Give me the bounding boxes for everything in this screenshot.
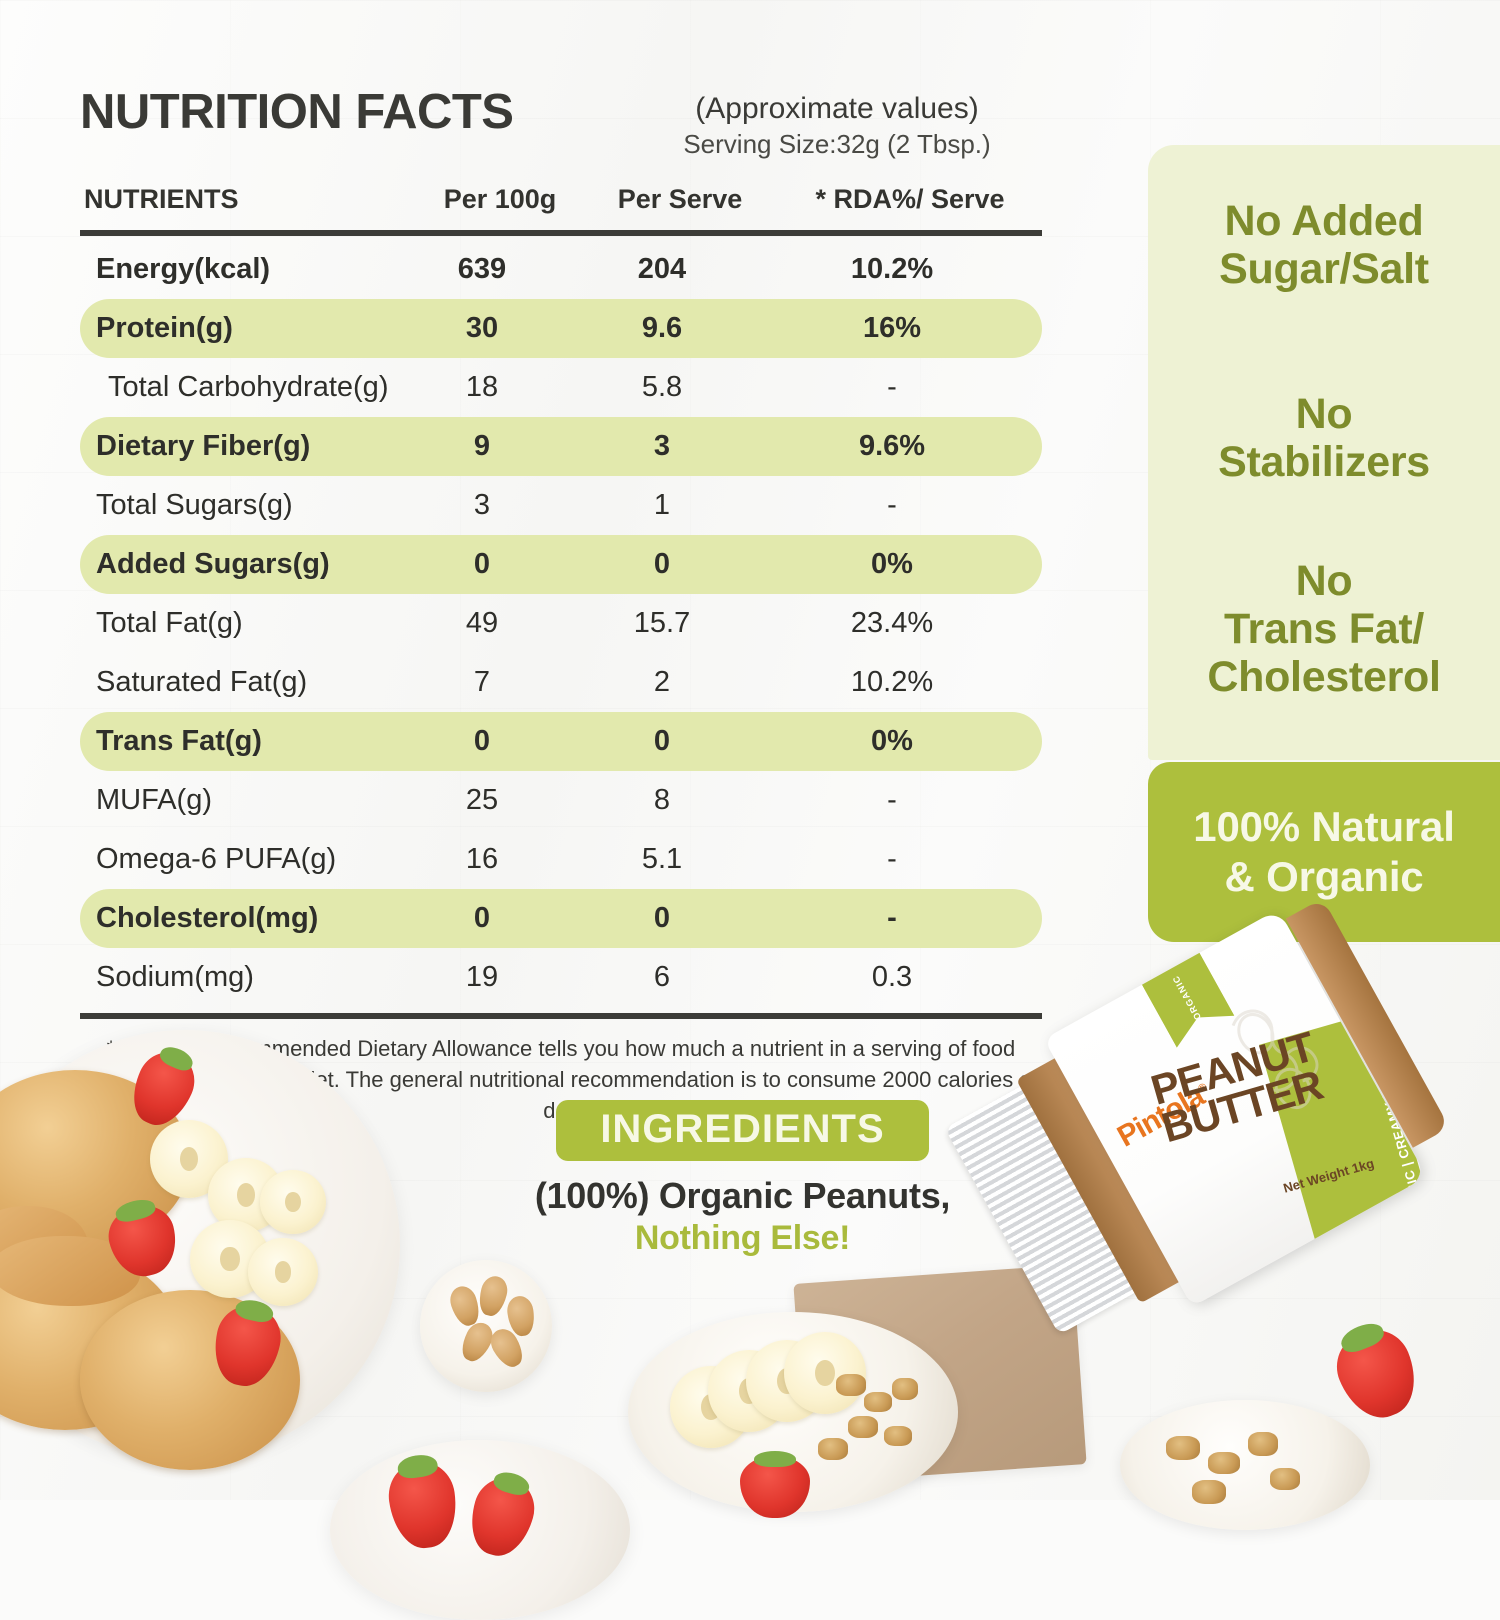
table-row: Total Carbohydrate(g) 18 5.8 - bbox=[80, 358, 1042, 417]
product-jar: ORGANIC | CREAMY | UNSWEETENED ORGANIC P… bbox=[913, 883, 1498, 1468]
nutrient-label: Protein(g) bbox=[96, 312, 233, 344]
value-per-100g: 7 bbox=[473, 666, 491, 698]
ingredients-badge: INGREDIENTS bbox=[556, 1100, 929, 1161]
serving-size-note: Serving Size:32g (2 Tbsp.) bbox=[683, 128, 991, 159]
table-row: Total Sugars(g) 3 1 - bbox=[80, 476, 1042, 535]
value-per-100g: 16 bbox=[465, 843, 499, 875]
value-per-serve: 6 bbox=[653, 961, 671, 993]
value-per-serve: 0 bbox=[653, 725, 671, 757]
jar-organic-flag-label: ORGANIC bbox=[1170, 973, 1204, 1022]
value-per-serve: 1 bbox=[653, 489, 671, 521]
peanut-illustration bbox=[1231, 1009, 1319, 1110]
table-footer-rule bbox=[80, 1013, 1042, 1019]
value-rda: - bbox=[887, 784, 897, 816]
value-per-100g: 3 bbox=[473, 489, 491, 521]
value-per-serve: 0 bbox=[653, 902, 671, 934]
column-header-per-serve: Per Serve bbox=[617, 184, 743, 214]
value-rda: - bbox=[887, 489, 897, 521]
table-row: Trans Fat(g) 0 0 0% bbox=[80, 712, 1042, 771]
table-row: Added Sugars(g) 0 0 0% bbox=[80, 535, 1042, 594]
nutrient-label: Total Carbohydrate(g) bbox=[108, 371, 389, 403]
value-per-100g: 639 bbox=[457, 253, 507, 285]
table-row: MUFA(g) 25 8 - bbox=[80, 771, 1042, 830]
ingredients-primary: (100%) Organic Peanuts, bbox=[534, 1175, 951, 1216]
value-rda: 10.2% bbox=[850, 666, 934, 698]
natural-organic-badge: 100% Natural & Organic bbox=[1148, 762, 1500, 942]
natural-organic-badge-label: 100% Natural & Organic bbox=[1193, 803, 1455, 900]
nutrient-label: Total Sugars(g) bbox=[96, 489, 293, 521]
product-claims-panel: No Added Sugar/Salt No Stabilizers No Trans… bbox=[1148, 145, 1500, 760]
claim-no-stabilizers: No Stabilizers bbox=[1218, 390, 1430, 487]
value-per-100g: 49 bbox=[465, 607, 499, 639]
value-per-serve: 2 bbox=[653, 666, 671, 698]
value-rda: 23.4% bbox=[850, 607, 934, 639]
claim-no-added-sugar-salt: No Added Sugar/Salt bbox=[1219, 197, 1429, 294]
value-per-100g: 0 bbox=[473, 725, 491, 757]
serving-info: (Approximate values) Serving Size:32g (2… bbox=[622, 92, 1052, 162]
table-row: Omega-6 PUFA(g) 16 5.1 - bbox=[80, 830, 1042, 889]
table-row: Total Fat(g) 49 15.7 23.4% bbox=[80, 594, 1042, 653]
nutrient-label: Saturated Fat(g) bbox=[96, 666, 308, 698]
value-rda: - bbox=[887, 902, 897, 934]
pancake-breakfast-photo bbox=[0, 1010, 700, 1620]
table-row: Energy(kcal) 639 204 10.2% bbox=[80, 240, 1042, 299]
claim-no-trans-fat-cholesterol: No Trans Fat/Cholesterol bbox=[1207, 557, 1441, 702]
table-row: Sodium(mg) 19 6 0.3 bbox=[80, 948, 1042, 1007]
value-per-100g: 0 bbox=[473, 902, 491, 934]
value-per-serve: 5.8 bbox=[641, 371, 683, 403]
value-rda: 0% bbox=[871, 725, 913, 757]
nutrient-label: Total Fat(g) bbox=[96, 607, 243, 639]
value-rda: 0.3 bbox=[871, 961, 913, 993]
value-per-100g: 19 bbox=[465, 961, 499, 993]
nutrient-label: Energy(kcal) bbox=[96, 253, 271, 285]
table-row: Protein(g) 30 9.6 16% bbox=[80, 299, 1042, 358]
nutrition-table-body: Energy(kcal) 639 204 10.2% Protein(g) 30 9.6 16… bbox=[80, 240, 1042, 1007]
value-rda: 0% bbox=[871, 548, 913, 580]
value-rda: 16% bbox=[862, 312, 922, 344]
nutrient-label: Dietary Fiber(g) bbox=[96, 430, 311, 462]
ingredients-section: INGREDIENTS (100%) Organic Peanuts, Noth… bbox=[470, 1100, 1015, 1258]
table-row: Saturated Fat(g) 7 2 10.2% bbox=[80, 653, 1042, 712]
column-header-rda: * RDA%/ Serve bbox=[815, 184, 1005, 214]
value-rda: - bbox=[887, 843, 897, 875]
table-row: Cholesterol(mg) 0 0 - bbox=[80, 889, 1042, 948]
nutrient-label: Cholesterol(mg) bbox=[96, 902, 319, 934]
value-per-serve: 5.1 bbox=[641, 843, 683, 875]
value-per-serve: 8 bbox=[653, 784, 671, 816]
nutrient-label: Sodium(mg) bbox=[96, 961, 254, 993]
value-per-serve: 204 bbox=[637, 253, 687, 285]
table-column-headers: NUTRIENTS Per 100g Per Serve * RDA%/ Ser… bbox=[80, 184, 1040, 230]
value-per-serve: 3 bbox=[653, 430, 671, 462]
nutrient-label: Trans Fat(g) bbox=[96, 725, 262, 757]
nutrient-label: Omega-6 PUFA(g) bbox=[96, 843, 337, 875]
value-per-serve: 15.7 bbox=[633, 607, 691, 639]
table-header-rule bbox=[80, 230, 1042, 236]
jar-label: ORGANIC | CREAMY | UNSWEETENED ORGANIC P… bbox=[1043, 909, 1427, 1307]
column-header-per-100g: Per 100g bbox=[443, 184, 557, 214]
approximate-values-note: (Approximate values) bbox=[695, 92, 979, 125]
page-title: NUTRITION FACTS bbox=[80, 85, 514, 139]
value-rda: 10.2% bbox=[850, 253, 934, 285]
value-per-100g: 30 bbox=[465, 312, 499, 344]
column-header-nutrients: NUTRIENTS bbox=[84, 184, 239, 214]
table-row: Dietary Fiber(g) 9 3 9.6% bbox=[80, 417, 1042, 476]
value-per-100g: 9 bbox=[473, 430, 491, 462]
value-per-100g: 0 bbox=[473, 548, 491, 580]
value-rda: - bbox=[887, 371, 897, 403]
nutrient-label: MUFA(g) bbox=[96, 784, 212, 816]
value-rda: 9.6% bbox=[858, 430, 926, 462]
granola-bowl-photo bbox=[600, 1264, 1087, 1518]
value-per-100g: 25 bbox=[465, 784, 499, 816]
nutrition-facts-panel: NUTRITION FACTS (Approximate values) Ser… bbox=[62, 44, 1062, 1123]
value-per-serve: 9.6 bbox=[641, 312, 683, 344]
ingredients-secondary: Nothing Else! bbox=[634, 1219, 851, 1257]
value-per-serve: 0 bbox=[653, 548, 671, 580]
nutrient-label: Added Sugars(g) bbox=[96, 548, 330, 580]
value-per-100g: 18 bbox=[465, 371, 499, 403]
